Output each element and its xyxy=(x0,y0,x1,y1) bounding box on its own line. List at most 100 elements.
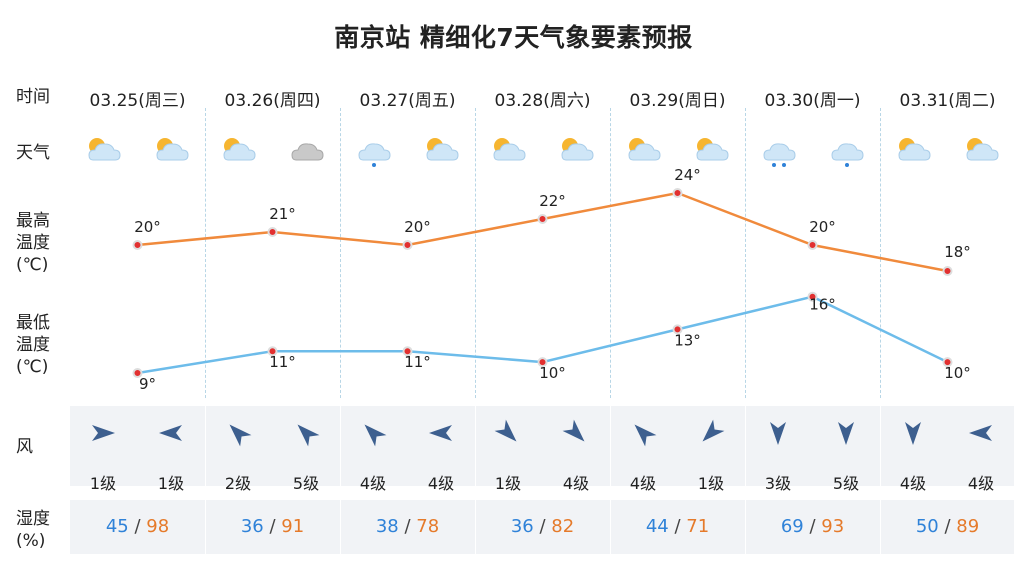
wind-arrow-icon xyxy=(626,418,660,448)
humidity-high: 98 xyxy=(146,516,170,537)
wind-level: 2级 xyxy=(224,474,252,493)
wind-level: 1级 xyxy=(157,474,185,493)
wind-level: 1级 xyxy=(494,474,522,493)
temp-point xyxy=(942,266,953,276)
wind-level: 3级 xyxy=(764,474,792,493)
wind-level: 1级 xyxy=(697,474,725,493)
band-separator xyxy=(205,500,206,554)
wind-band xyxy=(70,406,1014,486)
date-label: 03.30(周一) xyxy=(764,91,861,111)
partly-cloudy-icon xyxy=(961,130,1001,170)
moderate-rain-icon xyxy=(758,130,798,170)
humidity-low: 36 xyxy=(510,516,534,537)
humidity-low: 44 xyxy=(645,516,669,537)
wind-label: 风 xyxy=(16,437,33,457)
humidity-label-line1: 湿度 xyxy=(16,509,50,529)
humidity-high: 82 xyxy=(551,516,575,537)
wind-arrow-icon xyxy=(491,418,525,448)
wind-level: 4级 xyxy=(562,474,590,493)
wind-level: 5级 xyxy=(832,474,860,493)
date-label: 03.27(周五) xyxy=(359,91,456,111)
wind-arrow-icon xyxy=(761,418,795,448)
partly-cloudy-icon xyxy=(623,130,663,170)
date-label: 03.31(周二) xyxy=(899,91,996,111)
band-separator xyxy=(745,500,746,554)
temp-data-label: 20° xyxy=(809,218,836,236)
humidity-high: 78 xyxy=(416,516,440,537)
partly-cloudy-icon xyxy=(83,130,123,170)
date-label: 03.28(周六) xyxy=(494,91,591,111)
humidity-high: 91 xyxy=(281,516,305,537)
temp-data-label: 10° xyxy=(944,364,971,382)
band-separator xyxy=(610,406,611,486)
day-separator xyxy=(340,108,341,398)
wind-level: 4级 xyxy=(899,474,927,493)
temp-point xyxy=(402,240,413,250)
wind-level: 4级 xyxy=(427,474,455,493)
wind-level: 4级 xyxy=(967,474,995,493)
wind-arrow-icon xyxy=(694,418,728,448)
wind-arrow-icon xyxy=(559,418,593,448)
humidity-low: 69 xyxy=(780,516,804,537)
wind-arrow-icon xyxy=(289,418,323,448)
wind-level: 1级 xyxy=(89,474,117,493)
partly-cloudy-icon xyxy=(421,130,461,170)
partly-cloudy-icon xyxy=(151,130,191,170)
temp-point xyxy=(672,188,683,198)
band-separator xyxy=(475,406,476,486)
light-rain-icon xyxy=(353,130,393,170)
time-label: 时间 xyxy=(16,87,50,107)
partly-cloudy-icon xyxy=(488,130,528,170)
wind-level: 5级 xyxy=(292,474,320,493)
low-temp-label-line2: 温度 xyxy=(16,335,50,355)
high-temp-label: 最高 温度 (℃) xyxy=(16,210,50,276)
temp-data-label: 11° xyxy=(404,353,431,371)
light-rain-icon xyxy=(826,130,866,170)
wind-arrow-icon xyxy=(424,418,458,448)
humidity-value: 69 / 93 xyxy=(745,516,880,537)
low-temp-label-unit: (℃) xyxy=(16,357,49,377)
page-title: 南京站 精细化7天气象要素预报 xyxy=(334,23,693,52)
humidity-low: 50 xyxy=(915,516,939,537)
humidity-separator: / xyxy=(533,516,552,537)
humidity-value: 38 / 78 xyxy=(340,516,475,537)
temp-data-label: 13° xyxy=(674,331,701,349)
temp-point xyxy=(537,214,548,224)
band-separator xyxy=(880,500,881,554)
humidity-label-line2: (%) xyxy=(16,531,46,551)
humidity-label: 湿度 (%) xyxy=(16,508,50,552)
temp-data-label: 9° xyxy=(139,375,156,393)
band-separator xyxy=(745,406,746,486)
temp-point xyxy=(267,227,278,237)
humidity-low: 38 xyxy=(375,516,399,537)
high-temp-label-unit: (℃) xyxy=(16,255,49,275)
temp-data-label: 18° xyxy=(944,243,971,261)
temp-point xyxy=(807,291,818,302)
temp-point xyxy=(267,346,278,357)
wind-arrow-icon xyxy=(829,418,863,448)
temp-point xyxy=(132,240,143,250)
humidity-high: 93 xyxy=(821,516,845,537)
temp-point xyxy=(537,357,548,368)
humidity-separator: / xyxy=(938,516,957,537)
temp-data-label: 16° xyxy=(809,296,836,314)
day-separator xyxy=(745,108,746,398)
temp-data-label: 22° xyxy=(539,192,566,210)
band-separator xyxy=(475,500,476,554)
temp-data-label: 20° xyxy=(404,218,431,236)
humidity-band xyxy=(70,500,1014,554)
wind-level: 4级 xyxy=(629,474,657,493)
temp-data-label: 24° xyxy=(674,166,701,184)
temp-data-label: 21° xyxy=(269,205,296,223)
band-separator xyxy=(205,406,206,486)
band-separator xyxy=(340,500,341,554)
low-temp-label: 最低 温度 (℃) xyxy=(16,312,50,378)
humidity-low: 36 xyxy=(240,516,264,537)
humidity-value: 44 / 71 xyxy=(610,516,745,537)
temp-data-label: 20° xyxy=(134,218,161,236)
wind-arrow-icon xyxy=(86,418,120,448)
temp-data-label: 11° xyxy=(269,353,296,371)
humidity-separator: / xyxy=(398,516,417,537)
temp-point xyxy=(132,368,143,378)
